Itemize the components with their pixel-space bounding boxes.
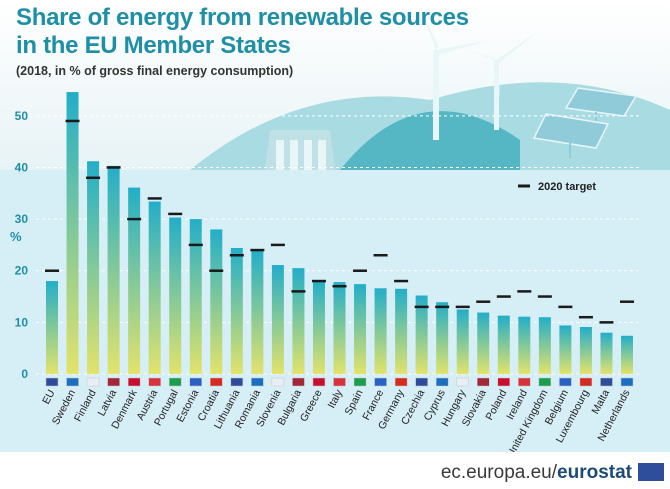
flag-icon bbox=[230, 377, 244, 387]
bar bbox=[312, 281, 325, 374]
bar bbox=[518, 316, 531, 374]
bar bbox=[66, 92, 79, 374]
bar bbox=[477, 312, 490, 374]
flag-icon bbox=[333, 377, 346, 387]
flags bbox=[45, 377, 634, 387]
bar bbox=[354, 284, 367, 374]
flag-icon bbox=[600, 377, 613, 387]
chart-subtitle: (2018, in % of gross final energy consum… bbox=[16, 64, 294, 78]
legend: 2020 target bbox=[518, 181, 596, 193]
flag-icon bbox=[86, 377, 100, 387]
bar bbox=[46, 281, 58, 374]
legend-label: 2020 target bbox=[538, 181, 596, 193]
bar bbox=[600, 332, 613, 374]
flag-icon bbox=[66, 377, 79, 387]
y-tick-label: 30 bbox=[15, 212, 29, 226]
bar bbox=[189, 219, 202, 374]
bar bbox=[210, 229, 223, 374]
y-axis: 0 10 20 30 40 50 bbox=[15, 109, 29, 381]
flag-icon bbox=[353, 377, 367, 387]
y-tick-label: 40 bbox=[15, 160, 29, 174]
bar bbox=[579, 327, 592, 374]
flag-icon bbox=[292, 377, 305, 387]
bar bbox=[374, 288, 387, 374]
bar bbox=[87, 161, 100, 374]
dam-icon bbox=[265, 130, 335, 170]
flag-icon bbox=[374, 377, 387, 387]
landscape-illustration bbox=[190, 8, 670, 170]
y-tick-label: 50 bbox=[15, 109, 29, 123]
bar bbox=[128, 187, 141, 374]
bar bbox=[107, 165, 120, 374]
chart-title-line2: in the EU Member States bbox=[16, 32, 291, 59]
bar bbox=[456, 309, 469, 374]
target-markers bbox=[45, 119, 634, 324]
eu-flag-logo bbox=[638, 463, 664, 481]
bar bbox=[169, 217, 182, 374]
flag-icon bbox=[579, 377, 593, 387]
flag-icon bbox=[210, 377, 223, 387]
flag-icon bbox=[271, 377, 285, 387]
bar bbox=[251, 250, 264, 374]
bar bbox=[148, 201, 161, 374]
flag-icon bbox=[518, 377, 531, 387]
flag-icon bbox=[251, 377, 264, 387]
flag-icon bbox=[394, 377, 408, 387]
y-tick-label: 0 bbox=[21, 367, 28, 381]
source-prefix: ec.europa.eu/ bbox=[440, 462, 558, 483]
bars bbox=[46, 92, 633, 374]
bar bbox=[333, 282, 346, 374]
source-link[interactable]: ec.europa.eu/eurostat bbox=[441, 462, 632, 484]
flag-icon bbox=[127, 377, 141, 387]
y-axis-label: % bbox=[10, 229, 22, 244]
bar bbox=[436, 302, 449, 374]
flag-icon bbox=[620, 377, 634, 387]
flag-icon bbox=[559, 377, 572, 387]
y-tick-label: 20 bbox=[15, 264, 29, 278]
flag-icon bbox=[456, 377, 469, 387]
bar bbox=[292, 268, 305, 374]
hill-shape bbox=[340, 111, 520, 170]
flag-icon bbox=[168, 377, 182, 387]
flag-icon bbox=[189, 377, 202, 387]
flag-icon bbox=[148, 377, 161, 387]
flag-icon bbox=[312, 377, 326, 387]
bar bbox=[415, 295, 428, 374]
flag-icon bbox=[435, 377, 449, 387]
bar bbox=[621, 335, 633, 374]
footer bbox=[0, 452, 670, 489]
flag-icon bbox=[415, 377, 428, 387]
source-brand: eurostat bbox=[557, 462, 632, 483]
flag-icon bbox=[107, 377, 120, 387]
flag-icon bbox=[538, 377, 552, 387]
bar bbox=[497, 315, 510, 374]
flag-icon bbox=[497, 377, 511, 387]
bar bbox=[559, 325, 572, 374]
bar bbox=[538, 317, 551, 374]
solar-panel-icon bbox=[532, 113, 610, 158]
wind-turbine-icon bbox=[405, 8, 490, 140]
flag-icon bbox=[45, 377, 59, 387]
chart-title-line1: Share of energy from renewable sources bbox=[16, 4, 469, 31]
flag-icon bbox=[477, 377, 490, 387]
bar bbox=[271, 265, 284, 374]
y-tick-label: 10 bbox=[15, 315, 29, 329]
bar bbox=[395, 288, 408, 374]
wind-turbine-icon bbox=[460, 30, 540, 130]
bar bbox=[230, 248, 243, 374]
